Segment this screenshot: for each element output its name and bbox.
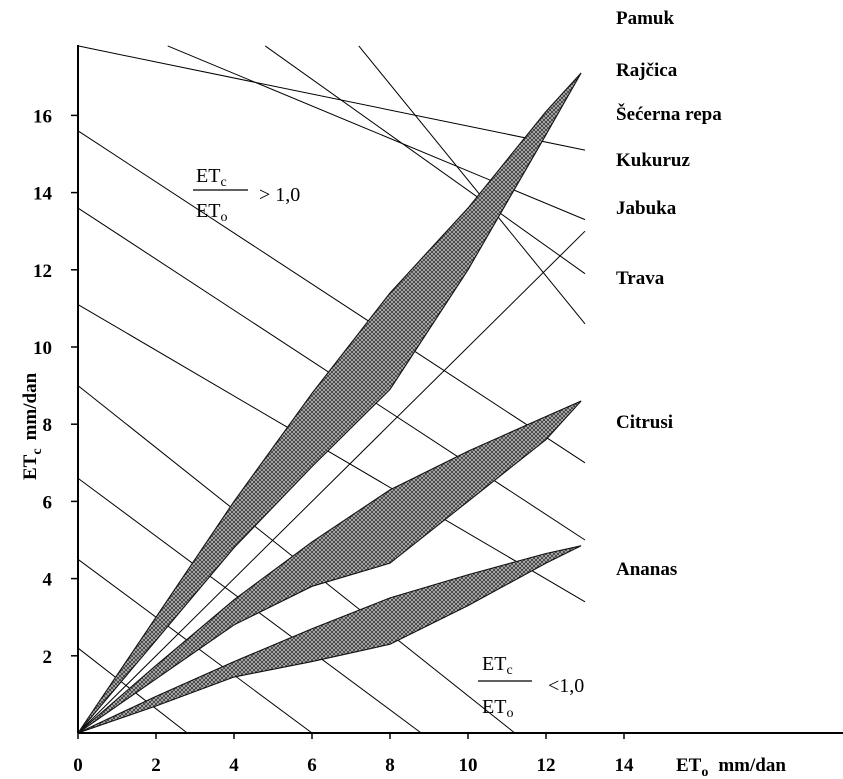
diagonal-guide-line	[167, 45, 586, 221]
y-tick-label: 4	[43, 570, 53, 591]
band-ananas	[77, 545, 582, 734]
x-tick-label: 6	[307, 755, 317, 776]
x-tick-label: 14	[615, 755, 635, 776]
crop-label-citrusi: Citrusi	[616, 412, 673, 433]
diagonal-guide-line	[77, 304, 586, 603]
x-tick-label: 8	[385, 755, 395, 776]
svg-text:> 1,0: > 1,0	[259, 184, 300, 206]
x-tick-label: 10	[459, 755, 478, 776]
svg-text:ETc: ETc	[482, 653, 513, 678]
svg-text:<1,0: <1,0	[548, 675, 584, 697]
ratio-label-above: ETc ETo > 1,0	[193, 165, 300, 225]
y-tick-label: 16	[33, 106, 52, 127]
y-tick-label: 2	[43, 647, 53, 668]
x-axis-title: ETo mm/dan	[676, 755, 786, 779]
y-tick-label: 6	[43, 492, 53, 513]
crop-label-kukuruz: Kukuruz	[616, 150, 690, 171]
x-tick-label: 0	[73, 755, 83, 776]
diagonal-guide-line	[77, 45, 586, 151]
diagonal-guide-line	[264, 45, 586, 275]
ratio-label-below: ETc ETo <1,0	[478, 653, 584, 721]
x-tick-label: 12	[537, 755, 556, 776]
crop-label-rajcica: Rajčica	[616, 60, 678, 81]
y-tick-label: 8	[43, 415, 53, 436]
y-tick-label: 12	[33, 261, 52, 282]
crop-label-trava: Trava	[616, 268, 665, 289]
y-tick-label: 10	[33, 338, 52, 359]
x-tick-labels: 0 2 4 6 8 10 12 14	[73, 733, 634, 776]
svg-text:ETo: ETo	[196, 200, 227, 225]
band-citrusi	[77, 400, 582, 734]
diagonal-guide-line	[358, 45, 586, 325]
y-tick-label: 14	[33, 184, 53, 205]
band-high-kc	[77, 72, 582, 734]
crop-label-jabuka: Jabuka	[616, 198, 677, 219]
y-tick-labels: 2 4 6 8 10 12 14 16	[33, 106, 78, 668]
one-to-one-line	[77, 230, 586, 734]
x-tick-label: 2	[151, 755, 161, 776]
svg-text:ETc: ETc	[196, 165, 227, 190]
diagonal-guide-line	[77, 130, 586, 464]
svg-text:ETcmm/dan: ETcmm/dan	[20, 372, 45, 480]
crop-label-secerna-repa: Šećerna repa	[616, 103, 722, 125]
x-tick-label: 4	[229, 755, 239, 776]
svg-text:ETo: ETo	[482, 696, 513, 721]
crop-bands	[77, 72, 582, 734]
y-axis-title: ETcmm/dan	[20, 372, 45, 480]
crop-label-pamuk: Pamuk	[616, 8, 675, 29]
crop-label-ananas: Ananas	[616, 559, 677, 580]
